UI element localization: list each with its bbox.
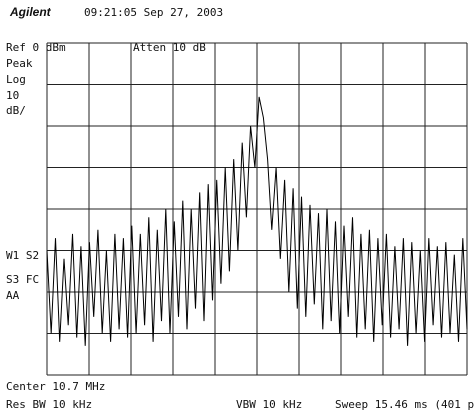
- resolution-bandwidth: Res BW 10 kHz: [6, 398, 92, 411]
- scale-per-div: 10: [6, 89, 19, 102]
- detector: Peak: [6, 57, 33, 70]
- attenuation: Atten 10 dB: [133, 41, 206, 54]
- status: AA: [6, 289, 20, 302]
- reference-level: Ref 0 dBm: [6, 41, 66, 54]
- brand: Agilent: [9, 5, 52, 19]
- status: W1 S2: [6, 249, 39, 262]
- scale-unit: dB/: [6, 104, 26, 117]
- video-bandwidth: VBW 10 kHz: [236, 398, 302, 411]
- trace: [46, 96, 468, 346]
- status: S3 FC: [6, 273, 39, 286]
- scale-type: Log: [6, 73, 26, 86]
- graticule: [46, 42, 468, 376]
- center-frequency: Center 10.7 MHz: [6, 380, 105, 393]
- sweep-time: Sweep 15.46 ms (401 pts): [335, 398, 474, 411]
- timestamp: 09:21:05 Sep 27, 2003: [84, 6, 223, 19]
